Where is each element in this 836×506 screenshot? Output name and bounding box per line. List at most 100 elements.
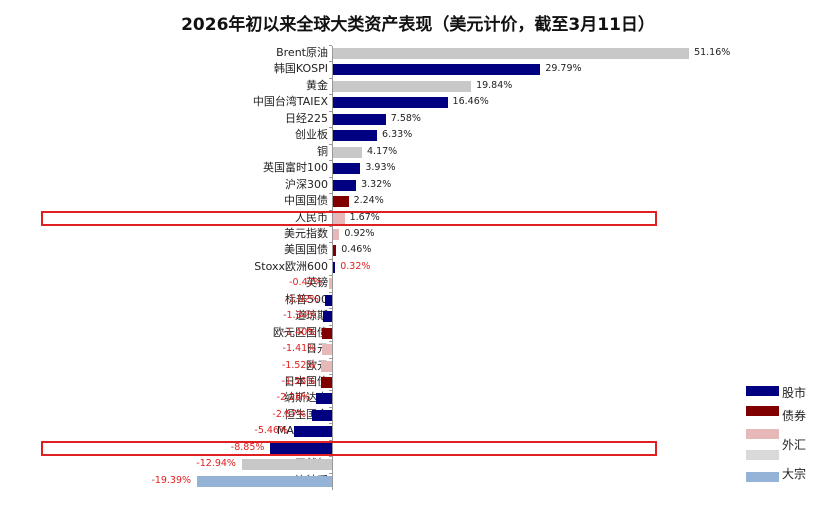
chart-title: 2026年初以来全球大类资产表现（美元计价，截至3月11日） [181,15,655,35]
bar-row: 美元指数 0.92% [0,226,836,242]
bar [333,196,349,208]
category-label: 日经225 [285,111,328,125]
bar [293,426,332,438]
axis-tick [329,242,332,244]
bar [333,146,363,158]
bar-row: 欧元区国债 -1.40% [0,325,836,341]
value-label: 2.24% [353,195,384,207]
axis-tick [329,209,332,211]
category-label: 英国富时100 [263,161,328,175]
bar [333,64,541,76]
bar-row: MAAMNG-5.46% [0,423,836,439]
bar-row: Brent原油 51.16% [0,45,836,61]
value-label: -1.56% [281,376,316,387]
value-label: 1.67% [349,211,380,223]
bar-row: 日本国债 -1.56% [0,374,836,390]
bar [328,278,332,290]
value-label: -1.52% [281,359,316,371]
legend-swatch [746,429,779,439]
axis-tick [329,94,332,96]
category-label: 英镑 [306,276,328,290]
value-label: -2.26% [276,392,311,404]
bar [270,442,332,454]
category-label: Brent原油 [276,46,328,59]
bar-row: 沪深300 3.32% [0,177,836,193]
value-label: 3.93% [365,162,396,174]
bar-row: 恒生科技-8.85% [0,440,836,456]
bar [333,228,340,240]
bar-row: 人民币 1.67% [0,210,836,226]
bar [333,245,337,257]
category-label: 标普500 [285,292,328,306]
category-label: 人民币 [295,210,328,224]
axis-tick [329,324,332,326]
axis-tick [329,308,332,310]
axis-tick [329,225,332,227]
bar-row: 创业板 6.33% [0,127,836,143]
value-label: -5.46% [254,425,288,437]
value-label: -0.47% [289,277,323,289]
value-label: 6.33% [382,129,413,141]
bar-row: 恒生国企 -2.87% [0,407,836,423]
axis-tick [329,143,332,145]
axis-tick [329,472,332,474]
category-label: 沪深300 [285,177,328,191]
axis-tick [329,258,332,260]
bar-row: 日元 -1.41% [0,341,836,357]
bar [333,261,336,273]
axis-tick [329,77,332,79]
bar-row: 日经225 7.58% [0,111,836,127]
category-label: 铜 [317,144,328,158]
bar-row: 铜 4.17% [0,144,836,160]
bar [316,393,332,405]
axis-tick [329,193,332,195]
bar [333,212,345,224]
bar [241,459,332,471]
value-label: 3.32% [361,178,392,190]
highlight-box [41,440,657,456]
value-label: -19.39% [151,474,192,486]
bar [333,97,448,109]
category-label: 韩国KOSPI [273,62,328,76]
axis-tick [329,176,332,178]
value-label: 7.58% [390,112,421,124]
axis-tick [329,357,332,359]
value-label: 29.79% [545,63,582,75]
value-label: 0.46% [341,244,372,256]
legend-label: 债券 [782,409,807,423]
bar [333,80,472,92]
bar [324,294,332,306]
bar-row: 天然气-12.94% [0,456,836,472]
legend-swatch [746,472,779,482]
value-label: 4.17% [367,145,398,157]
category-label: 欧元区国债 [273,325,328,339]
axis-tick [329,45,332,46]
highlight-box [41,210,657,226]
value-label: -12.94% [196,458,236,470]
legend-swatch [746,450,779,460]
axis-tick [329,61,332,63]
bar-row: 欧元 -1.52% [0,358,836,374]
axis-tick [329,127,332,129]
bar-row: 道琼斯 -1.34% [0,308,836,324]
bar-row: 美国国债 0.46% [0,242,836,258]
axis-tick [329,291,332,293]
axis-tick [329,341,332,343]
legend-label: 大宗 [782,467,807,481]
axis-tick [329,439,332,441]
category-label: Stoxx欧洲600 [254,259,328,273]
category-label: 美国国债 [284,243,328,257]
axis-tick [329,423,332,425]
value-label: -8.85% [230,441,265,453]
category-label: 中国台湾TAIEX [252,95,328,109]
axis-tick [329,275,332,277]
category-label: 中国国债 [284,194,328,208]
bar-row: 英国富时100 3.93% [0,160,836,176]
bar-row: 黄金 19.84% [0,78,836,94]
bar [333,48,690,59]
axis-tick [329,406,332,408]
category-label: 日本国债 [284,375,328,388]
bar-row: Stoxx欧洲600 0.32% [0,259,836,275]
value-label: 0.32% [340,260,371,272]
bar [333,130,378,142]
